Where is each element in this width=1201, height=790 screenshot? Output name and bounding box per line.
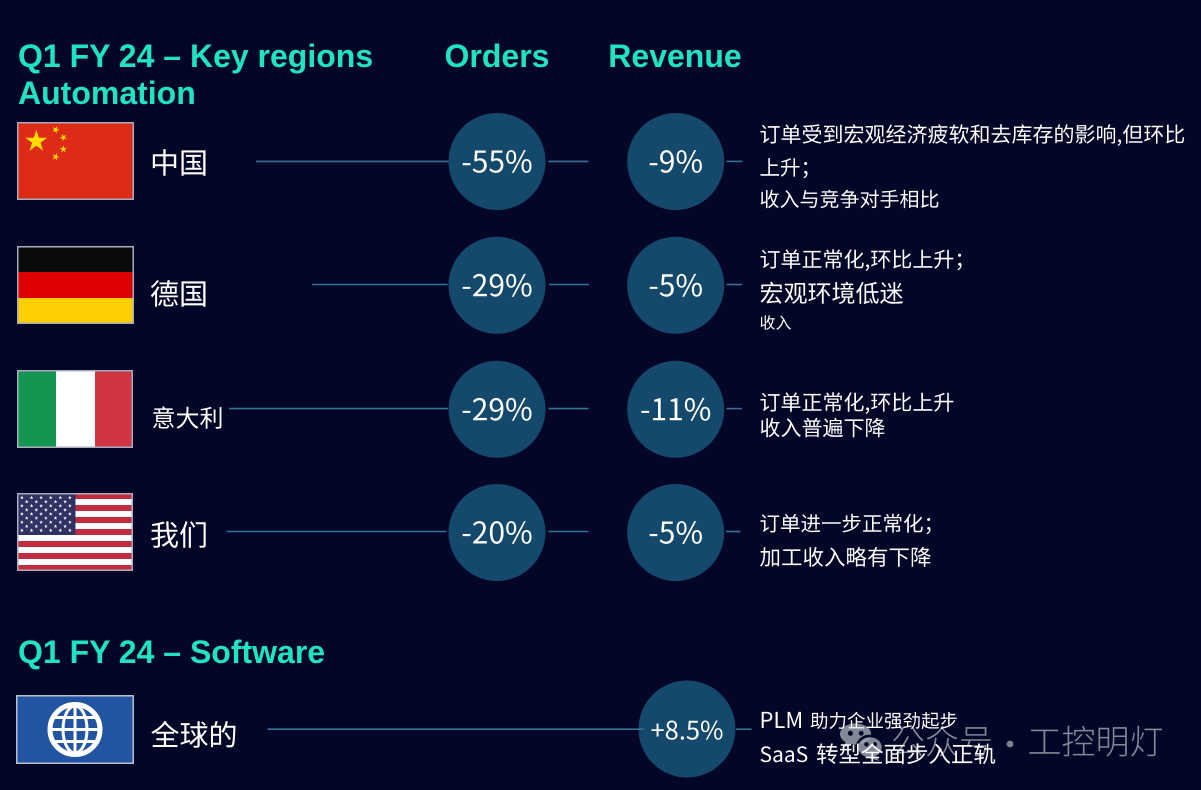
- svg-text:Revenue: Revenue: [608, 38, 741, 74]
- svg-text:Q1 FY 24 – Software: Q1 FY 24 – Software: [18, 634, 325, 670]
- svg-text:Orders: Orders: [445, 38, 550, 74]
- svg-text:Q1 FY 24 – Key regions: Q1 FY 24 – Key regions: [18, 38, 373, 74]
- svg-text:Automation: Automation: [18, 75, 196, 111]
